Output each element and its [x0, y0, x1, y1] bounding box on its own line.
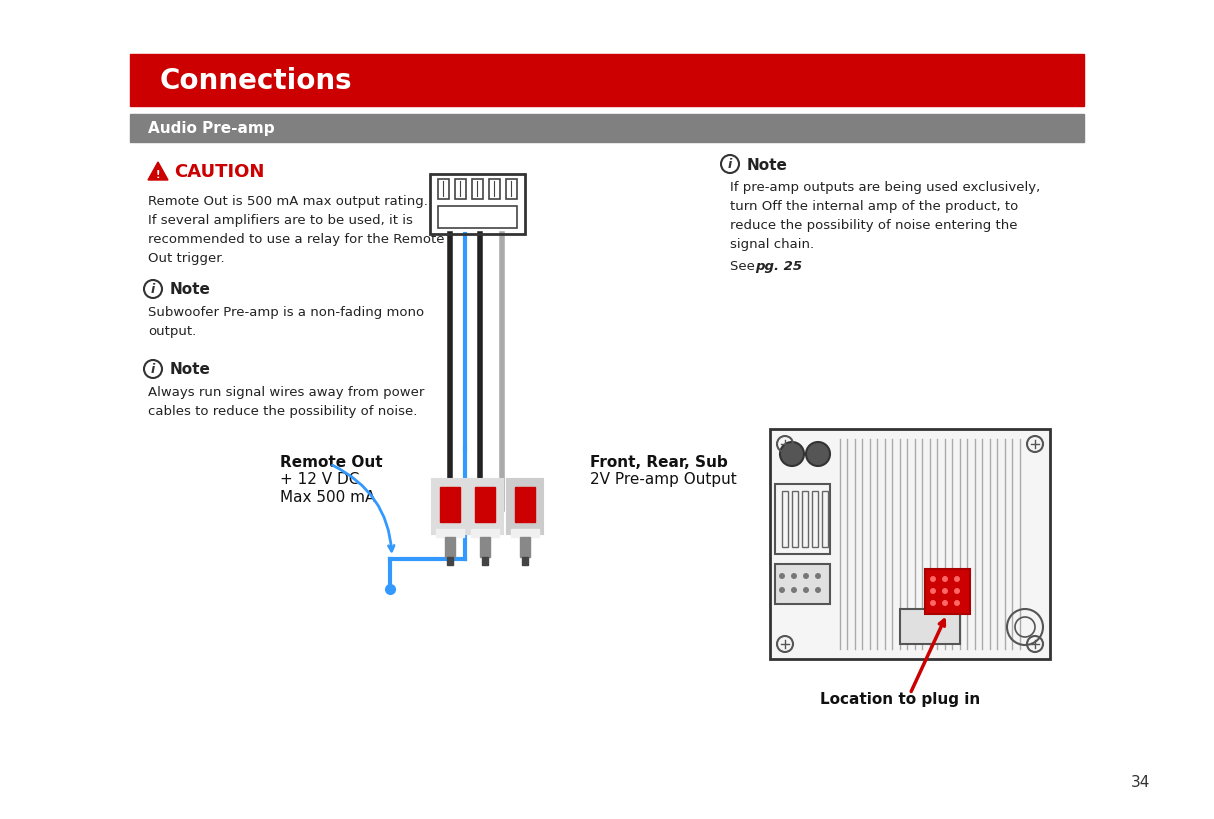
- Text: Location to plug in: Location to plug in: [819, 692, 980, 707]
- Bar: [430, 174, 524, 235]
- Text: Remote Out: Remote Out: [280, 455, 382, 470]
- Circle shape: [815, 587, 821, 593]
- Text: 34: 34: [1130, 774, 1150, 789]
- Bar: [432, 479, 469, 534]
- Bar: [770, 429, 1050, 659]
- Bar: [775, 484, 830, 554]
- Bar: [782, 491, 788, 547]
- Bar: [507, 479, 543, 534]
- Circle shape: [815, 573, 821, 579]
- Bar: [520, 537, 531, 557]
- Text: See: See: [730, 260, 759, 273]
- Bar: [792, 491, 798, 547]
- Circle shape: [781, 442, 804, 467]
- Bar: [438, 206, 517, 229]
- Circle shape: [930, 600, 936, 606]
- Circle shape: [802, 573, 809, 579]
- Circle shape: [954, 577, 960, 582]
- Text: If pre-amp outputs are being used exclusively,
turn Off the internal amp of the : If pre-amp outputs are being used exclus…: [730, 181, 1040, 251]
- Bar: [822, 491, 828, 547]
- Text: Note: Note: [747, 157, 788, 172]
- Circle shape: [930, 588, 936, 595]
- Circle shape: [942, 600, 948, 606]
- Circle shape: [792, 587, 798, 593]
- Circle shape: [779, 587, 785, 593]
- Circle shape: [802, 587, 809, 593]
- Text: i: i: [151, 283, 155, 296]
- Bar: [471, 529, 499, 537]
- Bar: [812, 491, 818, 547]
- Text: Remote Out is 500 mA max output rating.
If several amplifiers are to be used, it: Remote Out is 500 mA max output rating. …: [148, 195, 444, 265]
- Text: i: i: [728, 158, 732, 171]
- Bar: [482, 557, 488, 565]
- Bar: [506, 180, 517, 200]
- Text: 2V Pre-amp Output: 2V Pre-amp Output: [590, 472, 737, 487]
- Bar: [802, 491, 809, 547]
- Bar: [130, 115, 1084, 143]
- Text: i: i: [151, 363, 155, 376]
- Text: CAUTION: CAUTION: [174, 163, 265, 181]
- Text: pg. 25: pg. 25: [755, 260, 802, 273]
- Text: Max 500 mA: Max 500 mA: [280, 490, 375, 505]
- Bar: [472, 180, 483, 200]
- Text: Audio Pre-amp: Audio Pre-amp: [148, 121, 274, 136]
- Bar: [522, 557, 528, 565]
- Polygon shape: [148, 163, 168, 181]
- Circle shape: [954, 588, 960, 595]
- Bar: [900, 609, 960, 645]
- Bar: [130, 55, 1084, 106]
- Circle shape: [806, 442, 830, 467]
- Bar: [438, 180, 449, 200]
- Bar: [446, 537, 455, 557]
- Bar: [467, 479, 503, 534]
- Bar: [489, 180, 500, 200]
- Circle shape: [792, 573, 798, 579]
- Circle shape: [930, 577, 936, 582]
- Bar: [515, 487, 535, 523]
- Bar: [511, 529, 539, 537]
- Circle shape: [942, 588, 948, 595]
- Bar: [925, 569, 970, 614]
- Bar: [480, 537, 490, 557]
- Text: Subwoofer Pre-amp is a non-fading mono
output.: Subwoofer Pre-amp is a non-fading mono o…: [148, 305, 424, 337]
- Bar: [475, 487, 495, 523]
- Circle shape: [779, 573, 785, 579]
- Text: Front, Rear, Sub: Front, Rear, Sub: [590, 455, 727, 470]
- Text: !: !: [155, 170, 160, 180]
- Text: Note: Note: [170, 362, 211, 377]
- Circle shape: [942, 577, 948, 582]
- Bar: [447, 557, 453, 565]
- Text: + 12 V DC: + 12 V DC: [280, 472, 359, 487]
- Bar: [436, 529, 464, 537]
- Bar: [775, 564, 830, 604]
- Circle shape: [954, 600, 960, 606]
- Bar: [455, 180, 466, 200]
- Text: Note: Note: [170, 283, 211, 297]
- Text: Connections: Connections: [160, 67, 352, 95]
- Bar: [439, 487, 460, 523]
- Text: Always run signal wires away from power
cables to reduce the possibility of nois: Always run signal wires away from power …: [148, 386, 425, 418]
